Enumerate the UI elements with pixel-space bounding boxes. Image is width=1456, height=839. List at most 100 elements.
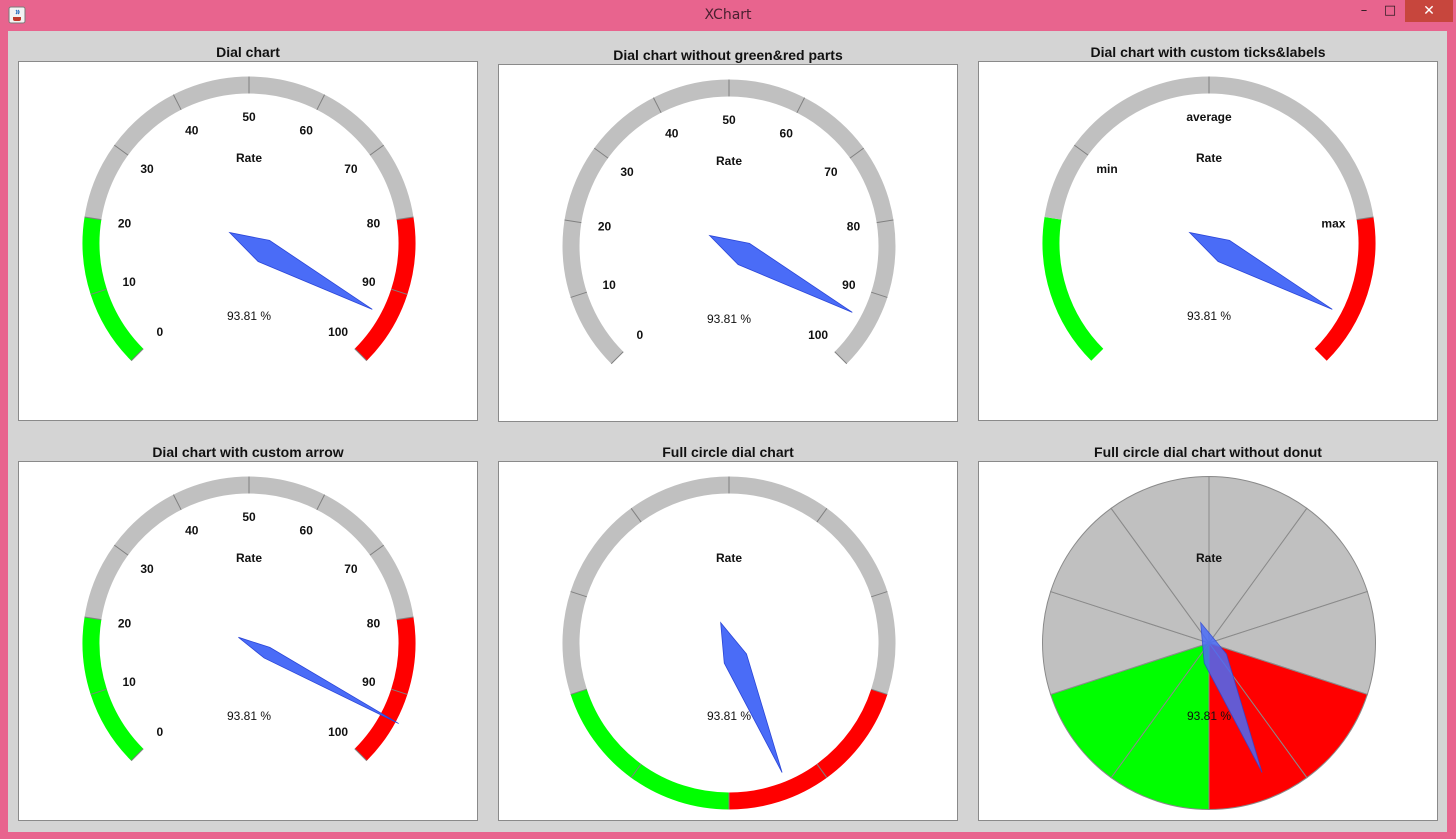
dial-tick-label: 100: [328, 325, 348, 339]
chart-plot-area: min average max Rate 93.81 %: [978, 61, 1438, 421]
dial-tick-label: 30: [140, 562, 154, 576]
title-bar: XChart – □ ✕: [0, 0, 1456, 30]
dial-tick-label: 20: [598, 219, 612, 233]
dial-sector: [1110, 475, 1210, 645]
chart-title: Full circle dial chart: [662, 444, 794, 460]
dial-tick-label: 90: [842, 278, 856, 292]
chart-panel-4: Dial chart with custom arrow 0 10 20 30 40 50…: [18, 431, 478, 822]
dial-tick: [130, 348, 144, 362]
chart-plot-area: 0 10 20 30 40 50 60 70 80 90 100 Rate 93.81 %: [18, 61, 478, 421]
dial-tick: [816, 763, 828, 778]
dial-tick: [90, 288, 107, 295]
dial-tick-label: min: [1096, 162, 1117, 176]
window-title: XChart: [704, 7, 752, 23]
dial-tick-label: 20: [118, 216, 132, 230]
dial-value-label: 93.81 %: [227, 309, 271, 323]
dial-tick: [652, 97, 662, 114]
dial-tick: [630, 763, 642, 778]
dial-tick-label: 80: [367, 616, 381, 630]
chart-panel-5: Full circle dial chart Rate 93.81 %: [498, 431, 958, 822]
dial-tick-label: max: [1321, 216, 1345, 230]
dial-tick: [396, 616, 414, 621]
dial-tick-label: 90: [362, 675, 376, 689]
dial-axis-label: Rate: [1196, 551, 1222, 565]
dial-needle: [238, 636, 399, 724]
dial-tick-label: 40: [665, 127, 679, 141]
dial-sector: [1050, 507, 1211, 644]
dial-axis-label: Rate: [236, 551, 262, 565]
dial-tick-label: 80: [367, 216, 381, 230]
dial-tick: [114, 544, 129, 556]
chart-panel-1: Dial chart 0 10 20 30 40 50 60 70 80 90 100 Rate 93.…: [18, 31, 478, 422]
chart-title: Dial chart without green&red parts: [613, 47, 843, 63]
dial-sector: [1207, 590, 1376, 696]
dial-tick: [369, 144, 384, 156]
dial-sector: [1042, 590, 1211, 696]
dial-tick-label: 80: [847, 219, 861, 233]
dial-tick-label: 100: [328, 725, 348, 739]
dial-tick-label: 60: [300, 124, 314, 138]
dial-tick-label: 20: [118, 616, 132, 630]
dial-tick-label: 30: [140, 162, 154, 176]
dial-tick: [316, 494, 326, 511]
dial-tick: [796, 97, 806, 114]
dial-tick: [564, 219, 582, 224]
dial-tick: [369, 544, 384, 556]
dial-tick: [570, 591, 587, 598]
dial-tick-label: 60: [300, 524, 314, 538]
dial-tick-label: 10: [122, 275, 136, 289]
dial-range-band: [1314, 216, 1376, 361]
dial-tick-label: 40: [185, 524, 199, 538]
dial-value-label: 93.81 %: [227, 709, 271, 723]
dial-tick: [172, 494, 182, 511]
chart-title: Full circle dial chart without donut: [1094, 444, 1322, 460]
dial-tick: [354, 748, 368, 762]
dial-needle: [1200, 621, 1263, 773]
dial-tick-label: 70: [824, 165, 838, 179]
dial-value-label: 93.81 %: [1187, 309, 1231, 323]
maximize-button[interactable]: □: [1383, 3, 1397, 18]
chart-plot-area: Rate 93.81 %: [978, 461, 1438, 821]
dial-tick: [594, 147, 609, 159]
minimize-button[interactable]: –: [1360, 3, 1368, 18]
dial-tick-label: 70: [344, 162, 358, 176]
chart-plot-area: 0 10 20 30 40 50 60 70 80 90 100 Rate 93.81 %: [18, 461, 478, 821]
chart-panel-3: Dial chart with custom ticks&labels min a…: [978, 31, 1438, 422]
dial-chart: min average max Rate 93.81 %: [1042, 76, 1376, 361]
dial-tick: [570, 688, 587, 695]
dial-needle: [708, 234, 853, 313]
dial-tick-label: 40: [185, 124, 199, 138]
dial-tick-label: 0: [157, 725, 164, 739]
chart-title: Dial chart: [216, 44, 280, 60]
dial-tick-label: 10: [602, 278, 616, 292]
dial-tick-label: 30: [620, 165, 634, 179]
dial-tick: [816, 508, 828, 523]
dial-tick: [391, 288, 408, 295]
dial-tick-label: 50: [722, 113, 736, 127]
dial-needle: [720, 621, 783, 773]
dial-axis-label: Rate: [1196, 151, 1222, 165]
chart-panel-2: Dial chart without green&red parts 0 10 20…: [498, 31, 958, 422]
dial-chart: 0 10 20 30 40 50 60 70 80 90 100 Rate 93.81 %: [82, 476, 416, 762]
dial-sector: [1208, 475, 1308, 645]
dial-tick: [114, 144, 129, 156]
dial-tick-label: 90: [362, 275, 376, 289]
dial-tick: [354, 348, 368, 362]
dial-needle: [1188, 231, 1333, 310]
dial-tick: [834, 351, 848, 365]
dial-sector: [1110, 641, 1210, 811]
dial-tick: [871, 291, 888, 298]
java-app-icon[interactable]: [8, 6, 26, 24]
dial-tick: [84, 616, 102, 621]
dial-tick: [570, 291, 587, 298]
dial-tick: [876, 219, 894, 224]
dial-axis-label: Rate: [716, 551, 742, 565]
dial-tick-label: 60: [780, 127, 794, 141]
dial-tick: [172, 94, 182, 111]
chart-grid: Dial chart 0 10 20 30 40 50 60 70 80 90 100 Rate 93.…: [8, 31, 1447, 832]
dial-tick-label: 50: [242, 510, 256, 524]
close-button[interactable]: ✕: [1405, 0, 1453, 22]
dial-tick: [630, 508, 642, 523]
dial-tick-label: 10: [122, 675, 136, 689]
dial-value-label: 93.81 %: [707, 312, 751, 326]
